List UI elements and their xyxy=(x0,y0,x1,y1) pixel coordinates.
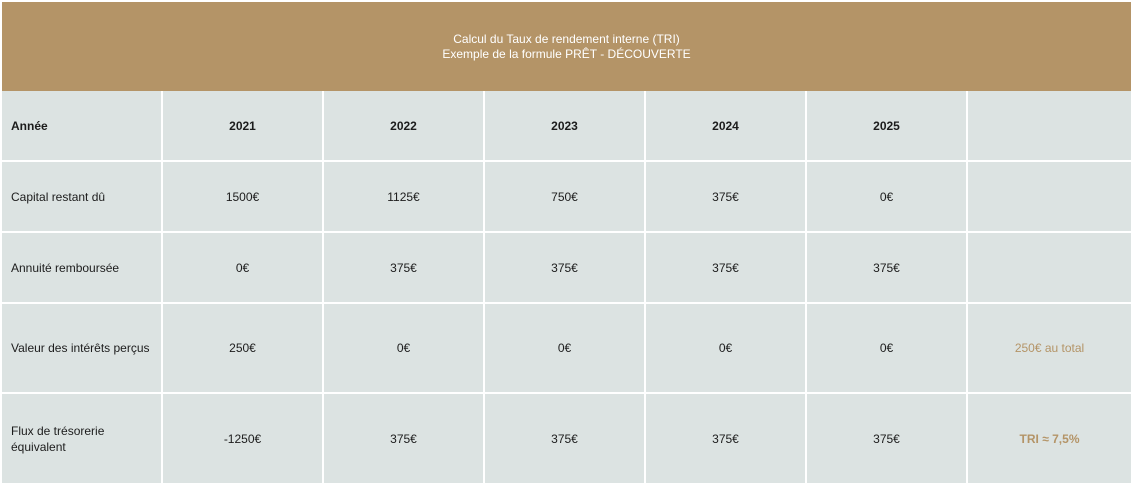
row-label-flux: Flux de trésorerie équivalent xyxy=(2,393,163,483)
row-flux-tresorerie: Flux de trésorerie équivalent -1250€ 375… xyxy=(2,393,1132,483)
row-label-interets: Valeur des intérêts perçus xyxy=(2,303,163,394)
value-cell: 750€ xyxy=(484,161,646,233)
table-header-row: Calcul du Taux de rendement interne (TRI… xyxy=(2,2,1132,91)
value-cell: 375€ xyxy=(484,232,646,304)
value-cell: 375€ xyxy=(645,232,807,304)
value-cell: 1125€ xyxy=(323,161,485,233)
table-title-line-1: Calcul du Taux de rendement interne (TRI… xyxy=(453,31,680,46)
year-cell: 2024 xyxy=(645,91,807,162)
year-cell: 2021 xyxy=(162,91,324,162)
note-cell xyxy=(967,232,1132,304)
value-cell: 375€ xyxy=(323,232,485,304)
value-cell: 1500€ xyxy=(162,161,324,233)
value-cell: 375€ xyxy=(484,393,646,483)
note-cell xyxy=(967,161,1132,233)
value-cell: -1250€ xyxy=(162,393,324,483)
interets-total-note: 250€ au total xyxy=(967,303,1132,394)
row-annee: Année 2021 2022 2023 2024 2025 xyxy=(2,91,1132,162)
value-cell: 375€ xyxy=(645,393,807,483)
row-label-capital: Capital restant dû xyxy=(2,161,163,233)
row-annuite-remboursee: Annuité remboursée 0€ 375€ 375€ 375€ 375… xyxy=(2,232,1132,304)
value-cell: 0€ xyxy=(484,303,646,394)
table-title: Calcul du Taux de rendement interne (TRI… xyxy=(2,2,1132,91)
value-cell: 250€ xyxy=(162,303,324,394)
value-cell: 375€ xyxy=(645,161,807,233)
value-cell: 0€ xyxy=(162,232,324,304)
table-title-line-2: Exemple de la formule PRÊT - DÉCOUVERTE xyxy=(442,46,691,61)
value-cell: 0€ xyxy=(323,303,485,394)
value-cell: 0€ xyxy=(806,303,968,394)
row-label-annuite: Annuité remboursée xyxy=(2,232,163,304)
row-valeur-interets: Valeur des intérêts perçus 250€ 0€ 0€ 0€… xyxy=(2,303,1132,394)
tri-result-note: TRI ≈ 7,5% xyxy=(967,393,1132,483)
value-cell: 375€ xyxy=(806,232,968,304)
value-cell: 0€ xyxy=(806,161,968,233)
value-cell: 375€ xyxy=(806,393,968,483)
year-cell: 2025 xyxy=(806,91,968,162)
row-capital-restant-du: Capital restant dû 1500€ 1125€ 750€ 375€… xyxy=(2,161,1132,233)
row-label-annee: Année xyxy=(2,91,163,162)
value-cell: 375€ xyxy=(323,393,485,483)
year-cell: 2023 xyxy=(484,91,646,162)
year-cell: 2022 xyxy=(323,91,485,162)
year-note-cell xyxy=(967,91,1132,162)
value-cell: 0€ xyxy=(645,303,807,394)
